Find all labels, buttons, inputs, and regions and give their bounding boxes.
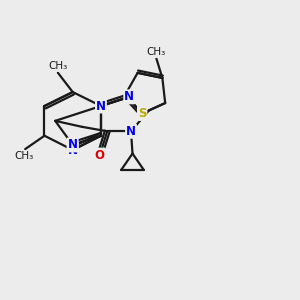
Text: N: N [126, 125, 136, 138]
Text: CH₃: CH₃ [14, 151, 33, 160]
Text: O: O [95, 148, 105, 162]
Text: N: N [96, 100, 106, 112]
Text: N: N [68, 143, 78, 157]
Text: CH₃: CH₃ [147, 47, 166, 57]
Text: N: N [68, 138, 78, 152]
Text: S: S [138, 107, 146, 120]
Text: N: N [124, 90, 134, 103]
Text: CH₃: CH₃ [48, 61, 68, 71]
